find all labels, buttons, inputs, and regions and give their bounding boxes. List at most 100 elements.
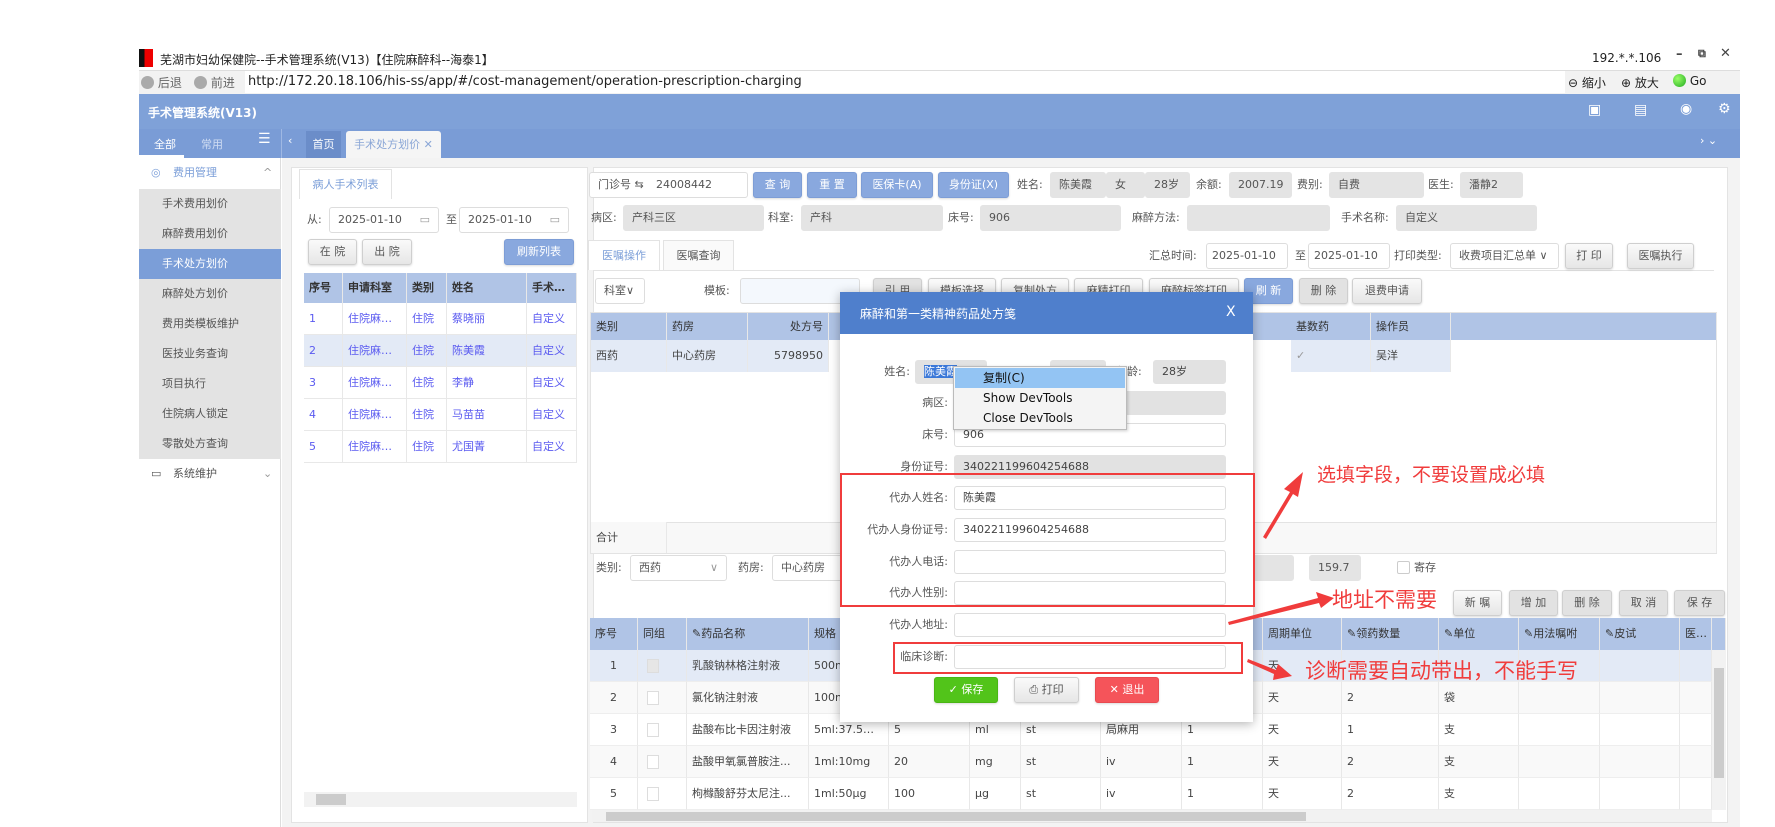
dlg-agent-name-field[interactable]: 陈美霞 (954, 486, 1226, 510)
back-button[interactable]: 后退 (141, 74, 182, 91)
drug-vscrollbar[interactable] (1712, 650, 1726, 810)
drug-row-cell[interactable] (1680, 682, 1712, 714)
drug-row-cell[interactable]: 盐酸布比卡因注射液 (687, 714, 809, 746)
new-order-button[interactable]: 新 嘱 (1453, 590, 1502, 616)
patient-row-cell[interactable]: 住院 (407, 335, 447, 367)
drug-row-cell[interactable] (1519, 714, 1600, 746)
insurance-card-button[interactable]: 医保卡(A) (861, 172, 933, 198)
sidebar-group-cost[interactable]: ◎ 费用管理 ^ (139, 158, 281, 188)
drug-row-cell[interactable] (1519, 746, 1600, 778)
group-checkbox[interactable] (647, 723, 659, 737)
drug-row-cell[interactable]: 2 (1342, 682, 1439, 714)
patient-row-cell[interactable]: 自定义 (527, 399, 577, 431)
rx-row-cell[interactable]: 中心药房 (667, 340, 748, 372)
from-date-input[interactable]: 2025-01-10 ▭ (329, 207, 439, 233)
drug-row-cell[interactable]: 天 (1263, 778, 1342, 810)
tab-surgery-prescription[interactable]: 手术处方划价 ✕ (346, 131, 441, 158)
print-type-select[interactable]: 收费项目汇总单 ∨ (1450, 243, 1559, 269)
summary-from-input[interactable]: 2025-01-10 (1206, 243, 1288, 269)
sidebar-item[interactable]: 费用类模板维护 (139, 309, 281, 339)
in-hospital-button[interactable]: 在 院 (308, 239, 357, 265)
drug-row-cell[interactable] (1519, 650, 1600, 682)
sidebar-item[interactable]: 项目执行 (139, 369, 281, 399)
drug-row-cell[interactable] (638, 746, 687, 778)
drug-row-cell[interactable] (1600, 778, 1680, 810)
rx-row-cell[interactable]: 5798950 (748, 340, 829, 372)
sidebar-tab-all[interactable]: 全部 (154, 138, 176, 151)
tab-home[interactable]: 首页 (306, 131, 341, 158)
group-checkbox[interactable] (647, 691, 659, 705)
sidebar-item[interactable]: 麻醉费用划价 (139, 219, 281, 249)
sidebar-item[interactable]: 住院病人锁定 (139, 399, 281, 429)
drug-row-cell[interactable]: μg (970, 778, 1021, 810)
dialog-close-button[interactable]: X (1226, 304, 1236, 320)
patient-row-cell[interactable]: 住院麻醉... (343, 399, 407, 431)
drug-row-cell[interactable] (1519, 778, 1600, 810)
patient-row-cell[interactable]: 尤国菁 (447, 431, 527, 463)
patient-row-cell[interactable]: 3 (304, 367, 343, 399)
cancel-button[interactable]: 取 消 (1619, 590, 1668, 616)
drug-row-cell[interactable]: 20 (889, 746, 970, 778)
gear-icon[interactable]: ⚙ (1718, 101, 1731, 117)
document-icon[interactable]: ▤ (1634, 102, 1648, 118)
drug-row-cell[interactable]: 天 (1263, 682, 1342, 714)
drug-row-cell[interactable]: 2 (1342, 746, 1439, 778)
dept-select[interactable]: 科室∨ (595, 278, 645, 304)
tab-scroll-right[interactable]: › ⌄ (1700, 134, 1718, 147)
print-button[interactable]: 打 印 (1565, 243, 1613, 269)
restore-button[interactable]: ⧉ (1698, 47, 1706, 60)
drug-row-cell[interactable]: 4 (590, 746, 638, 778)
group-checkbox[interactable] (647, 755, 659, 769)
patient-row-cell[interactable]: 住院麻醉... (343, 367, 407, 399)
drug-row-cell[interactable] (1600, 682, 1680, 714)
patient-row-cell[interactable]: 蔡晓丽 (447, 303, 527, 335)
patient-row-cell[interactable]: 住院麻醉... (343, 431, 407, 463)
dlg-agent-address-field[interactable] (954, 613, 1226, 637)
patient-row-cell[interactable]: 陈美霞 (447, 335, 527, 367)
drug-row-cell[interactable]: 1 (1182, 778, 1263, 810)
drug-hscrollbar[interactable] (592, 810, 1712, 822)
sidebar-item[interactable]: 医技业务查询 (139, 339, 281, 369)
patient-row-cell[interactable]: 自定义 (527, 303, 577, 335)
sidebar-tab-common[interactable]: 常用 (201, 138, 223, 151)
patient-row-cell[interactable]: 李静 (447, 367, 527, 399)
sidebar-group-system[interactable]: ▭ 系统维护 ⌄ (139, 459, 281, 489)
drug-row-cell[interactable]: 1ml:50μg (809, 778, 889, 810)
reset-button[interactable]: 重 置 (807, 172, 857, 198)
patient-row-cell[interactable]: 住院麻醉... (343, 303, 407, 335)
drug-row-cell[interactable] (638, 714, 687, 746)
delete-button[interactable]: 删 除 (1299, 278, 1348, 304)
drug-row-cell[interactable]: 1 (1342, 714, 1439, 746)
drug-row-cell[interactable] (1680, 650, 1712, 682)
close-window-button[interactable]: ✕ (1720, 46, 1731, 61)
drug-row-cell[interactable]: 1 (1182, 746, 1263, 778)
drug-row-cell[interactable]: 5 (590, 778, 638, 810)
eye-icon[interactable]: ◉ (1680, 101, 1693, 117)
drug-row-cell[interactable]: 2 (1342, 778, 1439, 810)
patient-row-cell[interactable]: 2 (304, 335, 343, 367)
scroll-thumb[interactable] (1714, 668, 1724, 778)
patient-row-cell[interactable]: 住院 (407, 399, 447, 431)
group-checkbox[interactable] (647, 659, 659, 673)
drug-row-cell[interactable]: 支 (1439, 778, 1519, 810)
drug-row-cell[interactable] (1600, 714, 1680, 746)
drug-row-cell[interactable] (638, 778, 687, 810)
drug-row-cell[interactable] (1342, 650, 1439, 682)
patient-row-cell[interactable]: 住院 (407, 367, 447, 399)
scroll-thumb[interactable] (606, 812, 1306, 821)
patient-list-tab[interactable]: 病人手术列表 (299, 169, 392, 199)
clinic-number-field[interactable]: 门诊号 ⇆ 24008442 (589, 172, 748, 198)
to-date-input[interactable]: 2025-01-10 ▭ (459, 207, 569, 233)
drug-row-cell[interactable]: 2 (590, 682, 638, 714)
drug-row-cell[interactable]: 盐酸甲氧氯普胺注... (687, 746, 809, 778)
dlg-agent-sex-field[interactable] (954, 581, 1226, 605)
rx-row-cell[interactable]: 吴洋 (1371, 340, 1451, 372)
forward-button[interactable]: 前进 (194, 74, 235, 91)
drug-row-cell[interactable] (1600, 650, 1680, 682)
context-menu-copy[interactable]: 复制(C) (955, 368, 1125, 388)
patient-row-cell[interactable]: 5 (304, 431, 343, 463)
dlg-diagnosis-field[interactable] (954, 645, 1226, 669)
dlg-print-button[interactable]: ⎙ 打印 (1014, 677, 1079, 703)
category-select[interactable]: 西药 ∨ (630, 555, 727, 581)
rx-row-cell[interactable]: 西药 (591, 340, 667, 372)
